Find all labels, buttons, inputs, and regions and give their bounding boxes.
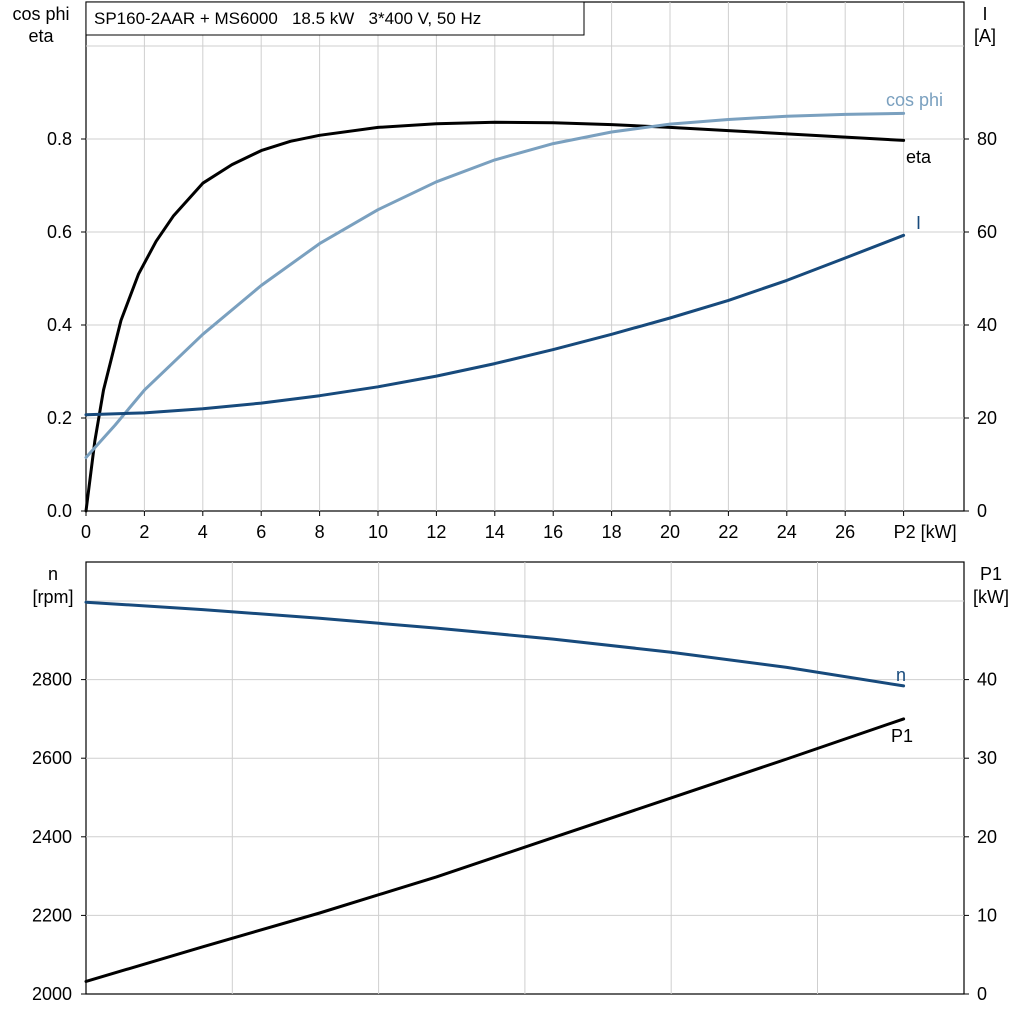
top-x-tick-label: 18 xyxy=(602,522,622,542)
bottom-left-tick-label: 2200 xyxy=(32,905,72,925)
series-label-p1: P1 xyxy=(891,726,913,746)
top-x-tick-label: 14 xyxy=(485,522,505,542)
chart-title-box xyxy=(85,1,585,36)
bottom-right-tick-label: 10 xyxy=(977,905,997,925)
top-x-tick-label: 16 xyxy=(543,522,563,542)
top-x-tick-label: 20 xyxy=(660,522,680,542)
top-curves: eta cos phi I xyxy=(84,90,943,513)
top-right-axis-label-line1: I xyxy=(982,4,987,24)
top-x-tick-label: 24 xyxy=(777,522,797,542)
top-right-tick-label: 60 xyxy=(977,222,997,242)
series-line-eta xyxy=(84,120,906,513)
series-label-cos-phi: cos phi xyxy=(886,90,943,110)
chart-title: SP160-2AAR + MS6000 18.5 kW 3*400 V, 50 … xyxy=(94,9,481,28)
top-left-axis-label-line2: eta xyxy=(28,26,54,46)
bottom-right-tick-label: 20 xyxy=(977,827,997,847)
series-line-cos-phi xyxy=(84,111,906,459)
top-x-tick-label: 0 xyxy=(81,522,91,542)
top-x-tick-label: 10 xyxy=(368,522,388,542)
series-label-n: n xyxy=(896,665,906,685)
bottom-grid xyxy=(86,562,964,994)
bottom-right-tick-label: 0 xyxy=(977,984,987,1004)
top-x-tick-label: 2 xyxy=(139,522,149,542)
bottom-right-axis-label-line1: P1 xyxy=(980,564,1002,584)
bottom-right-tick-label: 30 xyxy=(977,748,997,768)
top-left-tick-label: 0.8 xyxy=(47,129,72,149)
series-label-i: I xyxy=(916,213,921,233)
series-line-i xyxy=(84,233,906,417)
top-left-tick-label: 0.0 xyxy=(47,501,72,521)
top-left-tick-label: 0.4 xyxy=(47,315,72,335)
bottom-right-tick-label: 40 xyxy=(977,670,997,690)
top-right-tick-label: 80 xyxy=(977,129,997,149)
top-right-tick-label: 20 xyxy=(977,408,997,428)
top-x-tick-label: 26 xyxy=(835,522,855,542)
top-right-tick-label: 40 xyxy=(977,315,997,335)
top-plot-frame xyxy=(85,1,965,512)
bottom-left-tick-label: 2000 xyxy=(32,984,72,1004)
bottom-right-axis-ticks: 0 10 20 30 40 xyxy=(964,670,997,1004)
top-x-tick-label: 8 xyxy=(315,522,325,542)
top-x-tick-label: 22 xyxy=(718,522,738,542)
top-x-axis-ticks: 0 2 4 6 8 10 12 14 16 18 20 22 24 26 P2 [kW] xyxy=(81,511,957,542)
bottom-left-axis-ticks: 2000 2200 2400 2600 2800 xyxy=(32,670,86,1004)
bottom-left-tick-label: 2600 xyxy=(32,748,72,768)
top-x-tick-label: 6 xyxy=(256,522,266,542)
top-left-axis-ticks: 0.0 0.2 0.4 0.6 0.8 xyxy=(47,129,86,521)
top-left-tick-label: 0.2 xyxy=(47,408,72,428)
top-x-tick-label: 4 xyxy=(198,522,208,542)
top-left-axis-label-line1: cos phi xyxy=(12,4,69,24)
bottom-left-tick-label: 2800 xyxy=(32,670,72,690)
top-left-tick-label: 0.6 xyxy=(47,222,72,242)
top-right-tick-label: 0 xyxy=(977,501,987,521)
top-x-tick-label: P2 [kW] xyxy=(894,522,957,542)
bottom-right-axis-label-line2: [kW] xyxy=(973,587,1009,607)
bottom-chart-panel: n P1 2000 2200 2400 2600 2800 0 10 20 30 40 n [rp… xyxy=(32,561,1009,1004)
top-grid xyxy=(86,2,964,511)
top-right-axis-ticks: 0 20 40 60 80 xyxy=(964,129,997,521)
bottom-left-tick-label: 2400 xyxy=(32,827,72,847)
series-line-p1 xyxy=(84,717,906,983)
bottom-left-axis-label-line1: n xyxy=(48,564,58,584)
top-right-axis-label-line2: [A] xyxy=(974,26,996,46)
series-label-eta: eta xyxy=(906,147,932,167)
series-line-n xyxy=(84,600,906,688)
bottom-curves: n P1 xyxy=(84,600,913,983)
bottom-left-axis-label-line2: [rpm] xyxy=(32,587,73,607)
top-x-tick-label: 12 xyxy=(426,522,446,542)
